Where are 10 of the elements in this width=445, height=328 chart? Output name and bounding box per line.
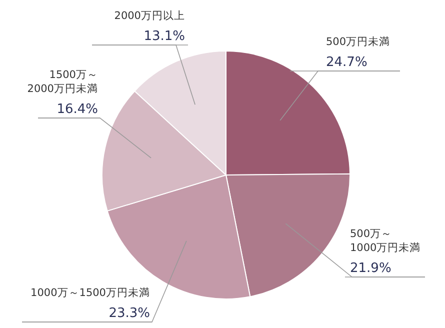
slice-label: 2000万円以上 [114, 9, 185, 22]
slice-label: 1500万～ 2000万円未満 [27, 69, 98, 95]
data-label: 16.4% [56, 102, 98, 117]
slice-label: 1000万～1500万円未満 [30, 286, 150, 299]
slice-label: 500万円未満 [326, 35, 390, 48]
data-label: 24.7% [326, 55, 368, 70]
slice-label: 500万～ 1000万円未満 [350, 228, 421, 254]
data-label: 21.9% [350, 261, 392, 276]
data-label: 13.1% [144, 29, 185, 44]
data-label: 23.3% [108, 306, 150, 321]
